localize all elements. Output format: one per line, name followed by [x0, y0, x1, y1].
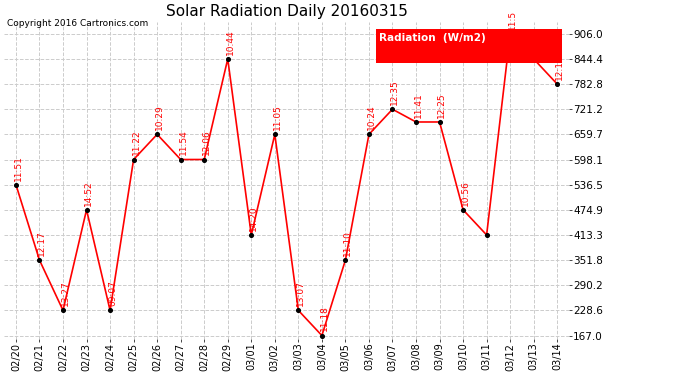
Point: [411, 119, 422, 125]
Text: Copyright 2016 Cartronics.com: Copyright 2016 Cartronics.com: [7, 19, 148, 28]
Text: Radiation  (W/m2): Radiation (W/m2): [380, 33, 486, 43]
Point: [269, 131, 280, 137]
Text: 09:07: 09:07: [108, 280, 117, 306]
Point: [316, 333, 327, 339]
Text: 11:5: 11:5: [508, 10, 517, 30]
Point: [81, 207, 92, 213]
Text: 14:52: 14:52: [84, 180, 93, 206]
Point: [128, 156, 139, 162]
Point: [199, 156, 210, 162]
Point: [293, 308, 304, 314]
Point: [10, 182, 21, 188]
Text: 11:51: 11:51: [14, 155, 23, 181]
Point: [175, 156, 186, 162]
Point: [481, 232, 492, 238]
Point: [552, 81, 563, 87]
Point: [528, 56, 539, 62]
Text: 13:07: 13:07: [296, 280, 305, 306]
Text: 11:41: 11:41: [414, 92, 423, 118]
Point: [57, 308, 68, 314]
Text: 12:10: 12:10: [555, 54, 564, 80]
Point: [222, 56, 233, 62]
Point: [504, 31, 515, 37]
Text: 10:29: 10:29: [155, 105, 164, 130]
Text: 11:18: 11:18: [319, 306, 328, 332]
Point: [105, 308, 116, 314]
Text: 10:44: 10:44: [226, 29, 235, 55]
Point: [246, 232, 257, 238]
Text: 12:06: 12:06: [202, 130, 211, 155]
Title: Solar Radiation Daily 20160315: Solar Radiation Daily 20160315: [166, 4, 408, 19]
Text: 12:35: 12:35: [391, 80, 400, 105]
Point: [34, 257, 45, 263]
Point: [387, 106, 398, 112]
Text: 11:10: 11:10: [343, 230, 353, 256]
Text: 10:56: 10:56: [461, 180, 470, 206]
Point: [457, 207, 469, 213]
Text: 09:46: 09:46: [531, 29, 540, 55]
Point: [434, 119, 445, 125]
Text: 13:27: 13:27: [61, 280, 70, 306]
Text: 11:05: 11:05: [273, 104, 282, 130]
Text: 12:25: 12:25: [437, 92, 446, 118]
Text: 12:17: 12:17: [37, 230, 46, 256]
Text: 14:20: 14:20: [249, 205, 258, 231]
Text: 11:22: 11:22: [132, 130, 141, 155]
Text: 10:24: 10:24: [367, 105, 376, 130]
Point: [152, 131, 163, 137]
Point: [364, 131, 375, 137]
Text: 11:54: 11:54: [179, 130, 188, 155]
Point: [340, 257, 351, 263]
